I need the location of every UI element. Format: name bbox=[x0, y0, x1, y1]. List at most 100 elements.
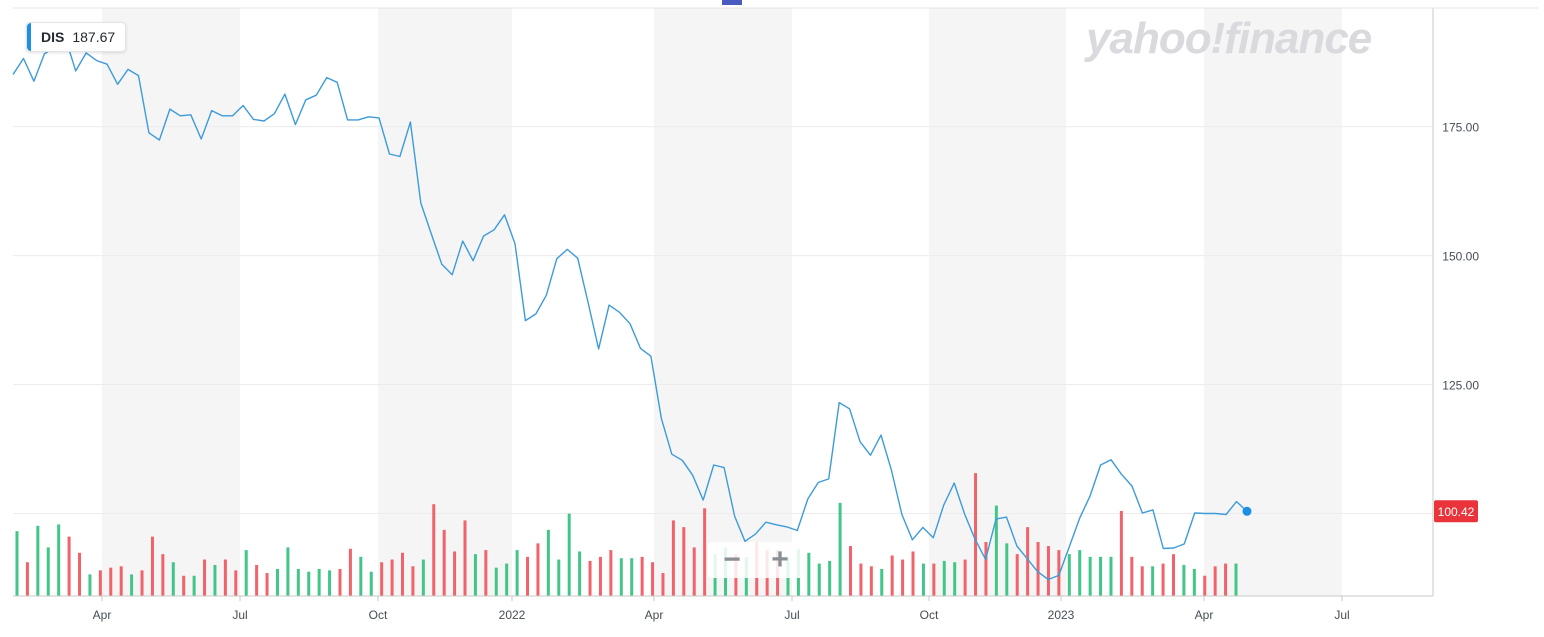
volume-bar bbox=[880, 569, 884, 596]
volume-bar bbox=[1203, 575, 1207, 596]
volume-bar bbox=[1192, 569, 1196, 596]
volume-bar bbox=[234, 570, 238, 596]
volume-bar bbox=[869, 566, 873, 596]
zoom-in-button[interactable]: + bbox=[771, 543, 789, 576]
volume-bar bbox=[275, 569, 279, 596]
volume-bar bbox=[223, 559, 227, 596]
ticker-price: 187.67 bbox=[72, 29, 116, 45]
volume-bar bbox=[36, 525, 40, 596]
volume-bar bbox=[515, 550, 519, 596]
volume-bar bbox=[473, 554, 477, 596]
volume-bar bbox=[109, 567, 113, 596]
x-axis-tick-labels: Apr Jul Oct 2022 Apr Jul Oct 2023 Apr Jul bbox=[93, 596, 1350, 622]
volume-bar bbox=[1140, 566, 1144, 596]
volume-bar bbox=[1078, 550, 1082, 596]
volume-bar bbox=[213, 564, 217, 596]
volume-bar bbox=[442, 529, 446, 596]
volume-bar bbox=[296, 569, 300, 596]
x-tick-label: Oct bbox=[369, 608, 388, 622]
volume-bar bbox=[161, 554, 165, 596]
volume-bar bbox=[1046, 546, 1050, 596]
volume-bar bbox=[411, 566, 415, 596]
volume-bar bbox=[1234, 563, 1238, 596]
volume-bar bbox=[890, 555, 894, 596]
volume-bar bbox=[901, 559, 905, 596]
grid-lines bbox=[13, 126, 1433, 514]
volume-bar bbox=[88, 574, 92, 596]
volume-bar bbox=[849, 546, 853, 596]
volume-bar bbox=[838, 502, 842, 596]
volume-bar bbox=[953, 562, 957, 596]
price-line-layer bbox=[12, 36, 1252, 581]
volume-bar bbox=[140, 570, 144, 596]
volume-bar bbox=[1151, 566, 1155, 596]
volume-bar bbox=[328, 570, 332, 596]
volume-bar bbox=[640, 556, 644, 596]
volume-bar bbox=[1005, 543, 1009, 596]
volume-bar bbox=[1015, 554, 1019, 596]
volume-bar bbox=[963, 559, 967, 596]
volume-bar bbox=[651, 562, 655, 596]
volume-bar bbox=[682, 527, 686, 596]
volume-bar bbox=[817, 563, 821, 596]
volume-bar bbox=[359, 556, 363, 596]
zoom-out-button[interactable]: − bbox=[723, 543, 741, 576]
volume-bar bbox=[494, 567, 498, 596]
volume-bar bbox=[630, 558, 634, 596]
volume-bar bbox=[421, 559, 425, 596]
last-price-dot bbox=[1242, 506, 1252, 516]
volume-bar bbox=[1067, 554, 1071, 596]
volume-bar bbox=[484, 550, 488, 596]
volume-bar bbox=[348, 548, 352, 596]
volume-bar bbox=[46, 547, 50, 596]
axes bbox=[13, 7, 1538, 597]
shade-band-1 bbox=[378, 8, 512, 596]
volume-bar bbox=[255, 564, 259, 596]
volume-bar bbox=[432, 504, 436, 596]
yahoo-finance-watermark: yahoo!finance bbox=[1086, 14, 1372, 63]
volume-bar bbox=[25, 562, 29, 596]
volume-bar bbox=[974, 473, 978, 596]
volume-bar bbox=[98, 570, 102, 596]
volume-bar bbox=[286, 547, 290, 596]
volume-bar bbox=[463, 520, 467, 596]
volume-bar bbox=[859, 563, 863, 596]
ticker-chip[interactable]: DIS 187.67 bbox=[26, 22, 127, 52]
volume-bars bbox=[15, 473, 1238, 596]
x-tick-label: Jul bbox=[1334, 608, 1349, 622]
volume-bar bbox=[567, 513, 571, 596]
price-line bbox=[12, 36, 1248, 581]
volume-bar bbox=[400, 552, 404, 596]
shade-band-2 bbox=[654, 8, 792, 596]
volume-bar bbox=[369, 571, 373, 596]
shade-band-3 bbox=[929, 8, 1066, 596]
x-tick-label: 2022 bbox=[499, 608, 526, 622]
volume-bar bbox=[692, 547, 696, 596]
volume-bar bbox=[932, 563, 936, 596]
shade-band-0 bbox=[102, 8, 240, 596]
volume-bar bbox=[661, 573, 665, 596]
x-tick-label: Oct bbox=[920, 608, 939, 622]
volume-bar bbox=[57, 524, 61, 596]
volume-bar bbox=[1161, 563, 1165, 596]
last-price-badge-group: 100.42 bbox=[1434, 500, 1478, 523]
shade-band-4 bbox=[1204, 8, 1342, 596]
volume-bar bbox=[67, 536, 71, 596]
y-tick-label: 175.00 bbox=[1442, 121, 1479, 135]
x-tick-label: Jul bbox=[784, 608, 799, 622]
volume-bar bbox=[1088, 556, 1092, 596]
volume-bar bbox=[536, 543, 540, 596]
volume-bar bbox=[598, 556, 602, 596]
volume-bar bbox=[984, 542, 988, 596]
volume-bar bbox=[78, 552, 82, 596]
y-tick-label: 125.00 bbox=[1442, 379, 1479, 393]
x-tick-label: 2023 bbox=[1048, 608, 1075, 622]
volume-bar bbox=[1182, 564, 1186, 596]
volume-bar bbox=[1213, 566, 1217, 596]
y-axis-tick-labels: 175.00 150.00 125.00 bbox=[1442, 121, 1479, 393]
volume-bar bbox=[505, 563, 509, 596]
volume-bar bbox=[588, 560, 592, 596]
volume-bar bbox=[380, 562, 384, 596]
volume-bar bbox=[1119, 510, 1123, 596]
